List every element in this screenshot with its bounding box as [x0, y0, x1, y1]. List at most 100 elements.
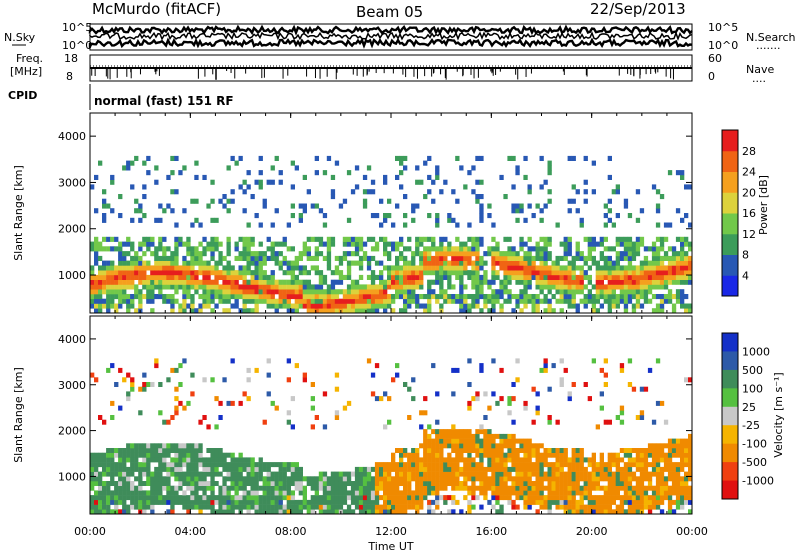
velocity-cell: [688, 377, 693, 383]
power-cell: [90, 303, 95, 309]
power-cell: [170, 189, 175, 195]
power-cell: [531, 298, 536, 304]
power-cell: [491, 298, 496, 304]
power-cell: [455, 251, 460, 257]
power-cell: [379, 236, 384, 242]
velocity-cell: [587, 471, 592, 477]
velocity-cell: [370, 466, 376, 472]
power-cell: [487, 279, 492, 285]
power-cell: [342, 274, 348, 280]
power-cell: [170, 170, 175, 176]
velocity-cell: [431, 476, 436, 482]
velocity-cell: [234, 485, 239, 491]
velocity-cell: [547, 490, 552, 496]
velocity-cell: [334, 495, 340, 501]
velocity-cell: [511, 419, 516, 425]
velocity-cell: [455, 481, 460, 486]
velocity-cell: [230, 466, 235, 472]
velocity-cell: [403, 481, 408, 486]
velocity-cell: [266, 485, 271, 491]
velocity-cell: [515, 462, 520, 468]
velocity-cell: [655, 471, 661, 477]
velocity-cell: [483, 485, 488, 491]
power-cell: [615, 284, 620, 290]
power-cell: [130, 274, 135, 280]
velocity-cell: [399, 476, 404, 482]
velocity-cell: [202, 504, 207, 510]
velocity-cell: [643, 462, 649, 468]
power-cell: [523, 274, 528, 280]
velocity-cell: [170, 462, 175, 468]
velocity-cell: [166, 377, 171, 383]
velocity-cell: [94, 377, 99, 383]
power-cell: [182, 270, 187, 276]
power-cell: [222, 203, 227, 209]
velocity-cell: [387, 481, 392, 486]
velocity-cell: [523, 485, 528, 491]
velocity-cell: [443, 471, 448, 477]
power-cell: [639, 279, 645, 285]
velocity-cell: [439, 495, 444, 501]
power-cell: [334, 289, 340, 295]
power-cell: [567, 246, 572, 252]
power-cell: [635, 236, 641, 242]
velocity-cell: [222, 481, 227, 486]
power-cell: [611, 303, 616, 309]
velocity-cell: [334, 410, 340, 416]
velocity-cell: [655, 499, 661, 505]
velocity-cell: [519, 471, 524, 477]
velocity-cell: [314, 476, 319, 482]
velocity-cell: [663, 485, 669, 491]
power-cell: [110, 298, 115, 304]
velocity-cell: [435, 490, 440, 496]
power-cell: [266, 284, 271, 290]
velocity-cell: [571, 457, 576, 463]
power-cell: [403, 165, 408, 171]
power-cell: [499, 303, 504, 309]
velocity-cell: [383, 391, 388, 397]
power-cell: [346, 265, 352, 271]
velocity-cell: [174, 462, 179, 468]
velocity-cell: [399, 466, 404, 472]
power-cell: [611, 270, 616, 276]
x-tick-label: 12:00: [375, 525, 407, 538]
power-cell: [467, 222, 472, 228]
power-cell: [122, 165, 127, 171]
power-cell: [567, 279, 572, 285]
velocity-cell: [491, 466, 496, 472]
velocity-cell: [190, 481, 195, 486]
velocity-cell: [198, 509, 203, 515]
power-cell: [314, 170, 319, 176]
velocity-cell: [194, 452, 199, 458]
velocity-cell: [587, 504, 592, 510]
power-cell: [659, 284, 665, 290]
power-cell: [607, 294, 612, 300]
velocity-cell: [114, 495, 119, 501]
power-cell: [519, 260, 524, 266]
velocity-cell: [294, 471, 299, 477]
power-cell: [419, 265, 424, 271]
velocity-cell: [399, 457, 404, 463]
power-cell: [302, 303, 307, 309]
power-cell: [282, 270, 287, 276]
power-cell: [543, 246, 548, 252]
power-cell: [258, 294, 263, 300]
power-cell: [667, 294, 673, 300]
velocity-cell: [431, 462, 436, 468]
velocity-cell: [322, 499, 328, 505]
velocity-cell: [543, 485, 548, 491]
velocity-cell: [623, 476, 629, 482]
velocity-cell: [350, 499, 356, 505]
power-cell: [511, 294, 516, 300]
velocity-cell: [419, 499, 424, 505]
power-cell: [491, 294, 496, 300]
power-cell: [667, 222, 673, 228]
velocity-cell: [611, 481, 616, 486]
power-cell: [587, 279, 592, 285]
velocity-cell: [142, 495, 147, 501]
power-cell: [655, 255, 661, 261]
power-cell: [411, 251, 416, 257]
velocity-cell: [102, 490, 107, 496]
velocity-cell: [675, 485, 681, 491]
power-cell: [134, 270, 139, 276]
